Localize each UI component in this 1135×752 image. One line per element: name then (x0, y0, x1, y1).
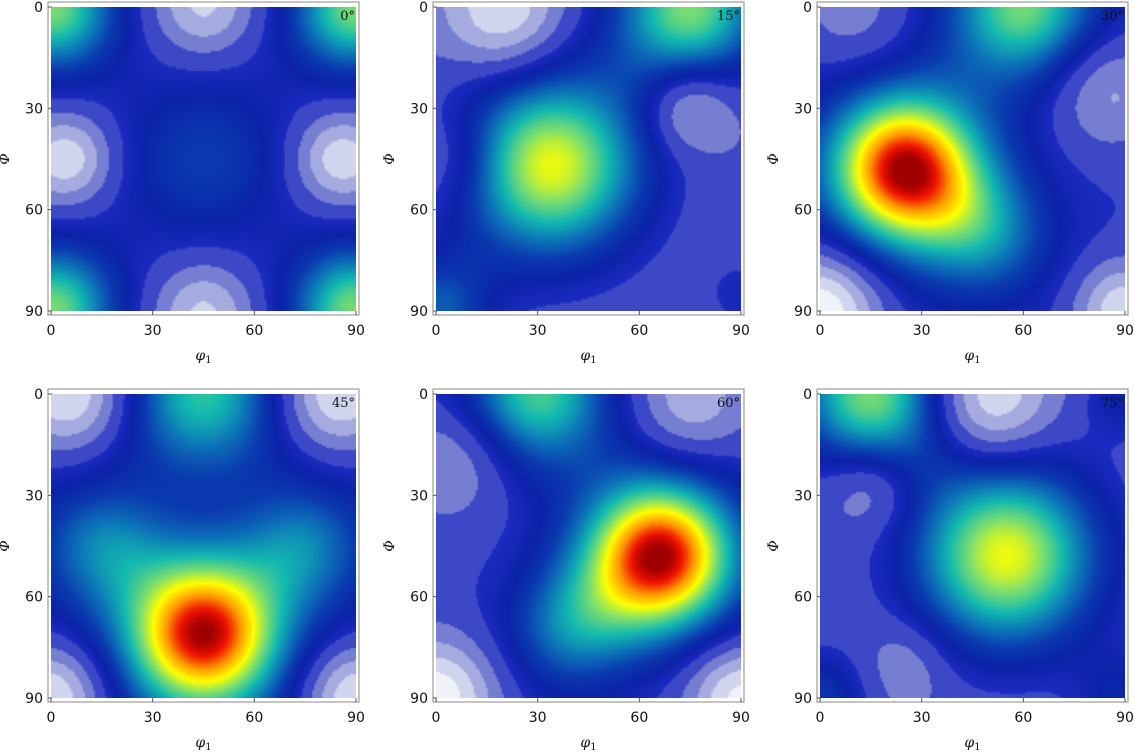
odf-heatmap-image (51, 394, 356, 698)
y-tick-label: 60 (25, 203, 43, 219)
axes-frame (47, 388, 360, 703)
section-angle-label: 0° (340, 9, 355, 24)
section-angle-label: 15° (717, 9, 740, 24)
x-tick-label: 30 (913, 323, 931, 339)
y-tick-label: 0 (34, 387, 43, 403)
axes-frame (816, 388, 1129, 703)
x-tick-label: 30 (913, 710, 931, 726)
odf-heatmap-image (51, 7, 356, 311)
y-tick-label: 30 (25, 488, 43, 504)
y-tick-label: 90 (410, 691, 428, 707)
x-tick-label: 0 (816, 323, 825, 339)
y-axis-label: Φ (0, 540, 13, 551)
y-axis-label: Φ (0, 153, 13, 164)
x-axis-label: φ1 (195, 735, 211, 752)
odf-panel-0: 03060900306090φ1Φ0° (0, 0, 365, 366)
x-tick-label: 0 (432, 323, 441, 339)
y-axis-label: Φ (766, 153, 782, 164)
y-tick-label: 0 (34, 0, 43, 16)
x-tick-label: 0 (47, 710, 56, 726)
x-tick-label: 30 (529, 710, 547, 726)
x-tick-label: 0 (47, 323, 56, 339)
x-tick-label: 90 (732, 323, 750, 339)
x-tick-label: 60 (630, 323, 648, 339)
x-axis-label: φ1 (964, 348, 980, 366)
x-tick-label: 90 (1116, 323, 1134, 339)
section-angle-label: 45° (332, 396, 355, 411)
y-tick-label: 90 (794, 304, 812, 320)
x-axis-label: φ1 (580, 348, 596, 366)
y-tick-label: 90 (25, 304, 43, 320)
x-axis-label: φ1 (195, 348, 211, 366)
section-angle-label: 60° (717, 396, 740, 411)
x-tick-label: 60 (245, 710, 263, 726)
odf-heatmap-image (820, 394, 1125, 698)
odf-heatmap-image (436, 394, 741, 698)
y-tick-label: 0 (803, 387, 812, 403)
y-tick-label: 60 (410, 203, 428, 219)
y-tick-label: 60 (410, 590, 428, 606)
y-axis-label: Φ (382, 540, 398, 551)
y-tick-label: 0 (419, 0, 428, 16)
x-tick-label: 90 (1116, 710, 1134, 726)
x-tick-label: 90 (347, 323, 365, 339)
x-axis-label: φ1 (580, 735, 596, 752)
y-tick-label: 90 (794, 691, 812, 707)
axes-frame (432, 1, 745, 316)
x-tick-label: 30 (144, 323, 162, 339)
y-tick-label: 0 (419, 387, 428, 403)
x-tick-label: 60 (245, 323, 263, 339)
section-angle-label: 30° (1101, 9, 1124, 24)
y-tick-label: 60 (25, 590, 43, 606)
y-axis-label: Φ (766, 540, 782, 551)
odf-heatmap-image (820, 7, 1125, 311)
section-angle-label: 75° (1101, 396, 1124, 411)
y-tick-label: 90 (410, 304, 428, 320)
x-axis-label: φ1 (964, 735, 980, 752)
y-tick-label: 30 (410, 101, 428, 117)
x-tick-label: 90 (732, 710, 750, 726)
y-tick-label: 30 (794, 101, 812, 117)
y-tick-label: 60 (794, 590, 812, 606)
axes-frame (816, 1, 1129, 316)
x-tick-label: 60 (1014, 710, 1032, 726)
x-tick-label: 60 (630, 710, 648, 726)
y-tick-label: 0 (803, 0, 812, 16)
y-axis-label: Φ (382, 153, 398, 164)
y-tick-label: 60 (794, 203, 812, 219)
y-tick-label: 90 (25, 691, 43, 707)
y-tick-label: 30 (410, 488, 428, 504)
y-tick-label: 30 (25, 101, 43, 117)
axes-frame (47, 1, 360, 316)
odf-heatmap-image (436, 7, 741, 311)
x-tick-label: 0 (816, 710, 825, 726)
x-tick-label: 30 (144, 710, 162, 726)
x-tick-label: 30 (529, 323, 547, 339)
odf-panel-3: 03060900306090φ1Φ45° (0, 387, 365, 752)
y-tick-label: 30 (794, 488, 812, 504)
x-tick-label: 0 (432, 710, 441, 726)
axes-frame (432, 388, 745, 703)
x-tick-label: 60 (1014, 323, 1032, 339)
x-tick-label: 90 (347, 710, 365, 726)
